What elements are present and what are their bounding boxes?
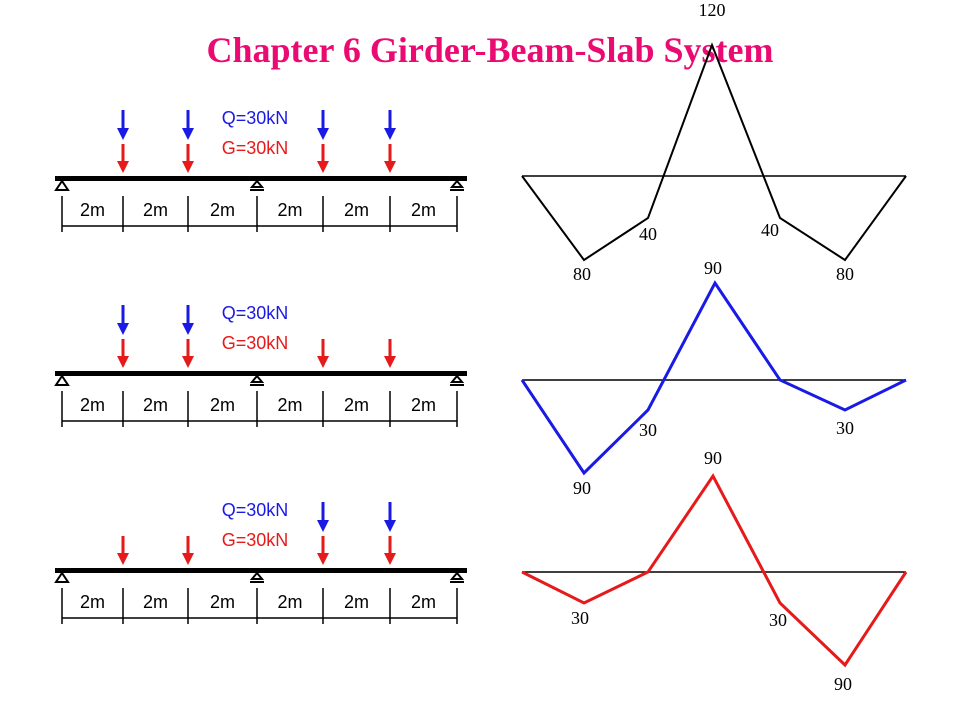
arrow-head <box>317 553 329 565</box>
span-label: 2m <box>210 592 235 612</box>
arrow-head <box>317 161 329 173</box>
roller-support <box>449 374 465 383</box>
g-label: G=30kN <box>222 333 289 353</box>
arrow-head <box>317 520 329 532</box>
arrow-head <box>117 356 129 368</box>
moment-label: 90 <box>704 258 722 278</box>
arrow-head <box>117 161 129 173</box>
span-label: 2m <box>344 395 369 415</box>
moment-label: 30 <box>836 418 854 438</box>
q-label: Q=30kN <box>222 303 289 323</box>
arrow-head <box>182 161 194 173</box>
moment-label: 90 <box>834 674 852 694</box>
span-label: 2m <box>277 200 302 220</box>
roller-support <box>449 179 465 188</box>
span-label: 2m <box>143 200 168 220</box>
arrow-head <box>117 553 129 565</box>
span-label: 2m <box>80 395 105 415</box>
moment-label: 90 <box>573 478 591 498</box>
moment-diagram <box>520 280 907 476</box>
roller-support <box>249 374 265 383</box>
q-label: Q=30kN <box>222 500 289 520</box>
roller-support <box>249 179 265 188</box>
arrow-head <box>182 128 194 140</box>
moment-diagram <box>521 473 908 668</box>
arrow-head <box>117 128 129 140</box>
moment-label: 40 <box>639 224 657 244</box>
span-label: 2m <box>80 592 105 612</box>
title: Chapter 6 Girder-Beam-Slab System <box>207 30 774 70</box>
span-label: 2m <box>277 395 302 415</box>
arrow-head <box>384 553 396 565</box>
moment-label: 30 <box>769 610 787 630</box>
arrow-head <box>384 128 396 140</box>
span-label: 2m <box>210 395 235 415</box>
arrow-head <box>182 553 194 565</box>
moment-label: 120 <box>699 0 726 20</box>
beam <box>55 371 467 376</box>
arrow-head <box>317 356 329 368</box>
arrow-head <box>384 520 396 532</box>
moment-label: 90 <box>704 448 722 468</box>
moment-label: 80 <box>836 264 854 284</box>
pin-support <box>54 374 70 386</box>
arrow-head <box>384 161 396 173</box>
roller-support <box>449 571 465 580</box>
moment-label: 40 <box>761 220 779 240</box>
pin-support <box>54 179 70 191</box>
span-label: 2m <box>411 395 436 415</box>
beam <box>55 176 467 181</box>
moment-diagram <box>521 42 907 262</box>
q-label: Q=30kN <box>222 108 289 128</box>
span-label: 2m <box>80 200 105 220</box>
span-label: 2m <box>411 592 436 612</box>
span-label: 2m <box>277 592 302 612</box>
span-label: 2m <box>143 592 168 612</box>
arrow-head <box>384 356 396 368</box>
span-label: 2m <box>143 395 168 415</box>
moment-label: 30 <box>639 420 657 440</box>
moment-label: 80 <box>573 264 591 284</box>
beam <box>55 568 467 573</box>
span-label: 2m <box>411 200 436 220</box>
g-label: G=30kN <box>222 138 289 158</box>
g-label: G=30kN <box>222 530 289 550</box>
moment-label: 30 <box>571 608 589 628</box>
arrow-head <box>117 323 129 335</box>
arrow-head <box>182 323 194 335</box>
pin-support <box>54 571 70 583</box>
roller-support <box>249 571 265 580</box>
span-label: 2m <box>344 200 369 220</box>
arrow-head <box>317 128 329 140</box>
span-label: 2m <box>210 200 235 220</box>
span-label: 2m <box>344 592 369 612</box>
arrow-head <box>182 356 194 368</box>
